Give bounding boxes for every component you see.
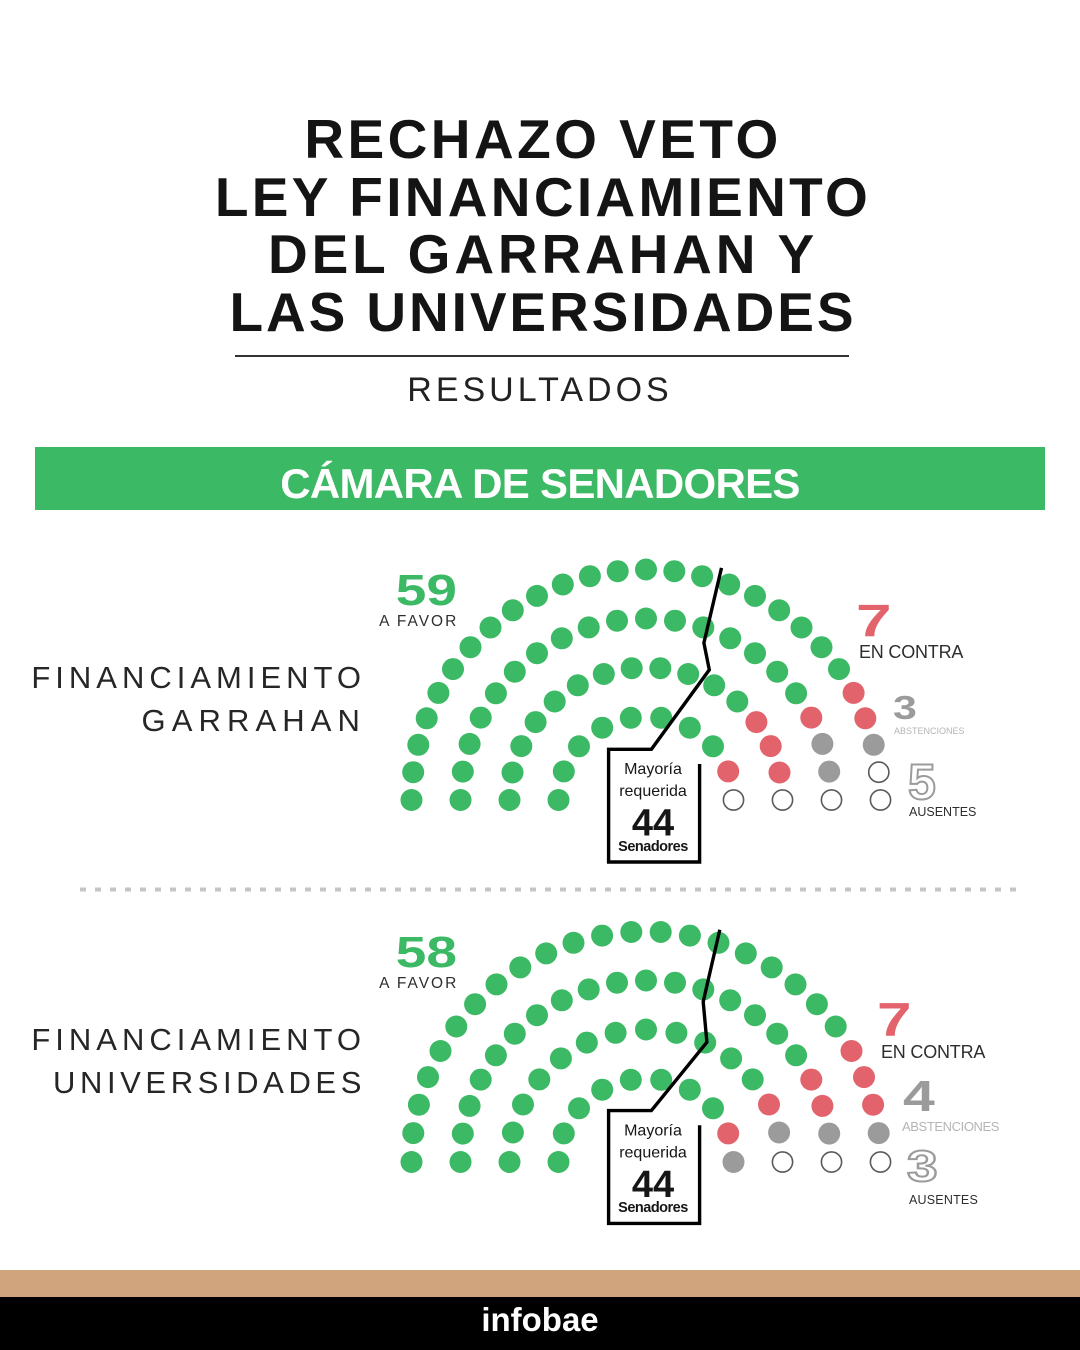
svg-text:Senadores: Senadores (618, 839, 688, 855)
svg-text:requerida: requerida (619, 783, 687, 800)
svg-text:44: 44 (632, 803, 674, 845)
svg-text:44: 44 (632, 1164, 674, 1206)
svg-text:Senadores: Senadores (618, 1200, 688, 1216)
svg-text:Mayoría: Mayoría (624, 761, 682, 778)
svg-text:requerida: requerida (619, 1144, 687, 1161)
svg-text:Mayoría: Mayoría (624, 1122, 682, 1139)
